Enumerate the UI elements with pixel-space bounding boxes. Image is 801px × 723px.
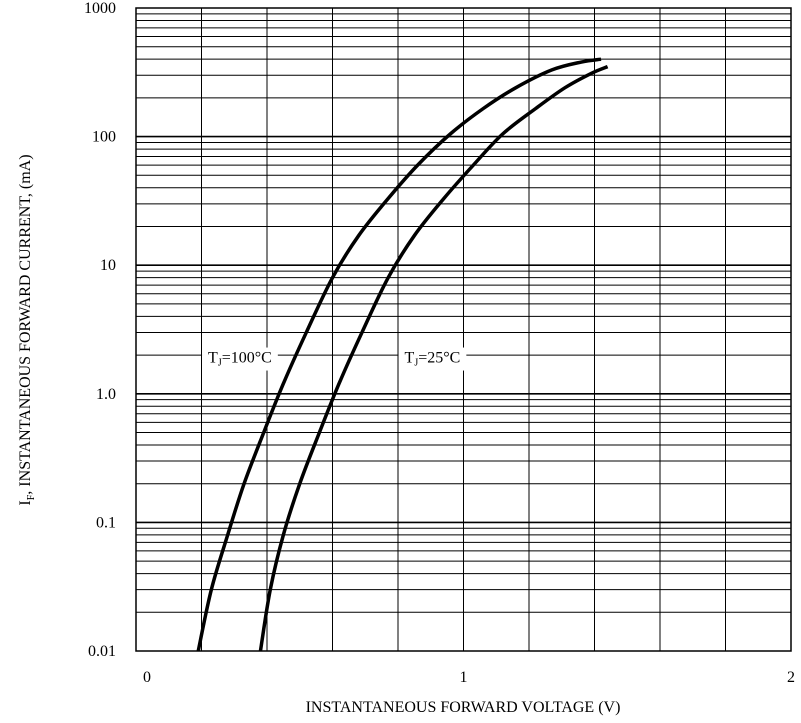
y-tick-label: 1000 <box>84 0 116 17</box>
annotation-background <box>398 347 467 371</box>
series-annotation-0: TJ=100°C <box>202 347 278 371</box>
series-line-1 <box>258 65 609 652</box>
series-annotation-1: TJ=25°C <box>398 347 467 371</box>
annotation-label: =25°C <box>418 350 460 367</box>
y-tick-label: 10 <box>100 257 116 274</box>
x-axis-title: INSTANTANEOUS FORWARD VOLTAGE (V) <box>306 699 621 716</box>
y-axis-title-subscript: F <box>26 494 37 500</box>
annotation-text: TJ=25°C <box>405 350 461 369</box>
annotation-symbol: T <box>405 350 415 367</box>
y-axis-title-text: , INSTANTANEOUS FORWARD CURRENT, (mA) <box>17 154 34 494</box>
series-layer <box>196 57 609 652</box>
grid <box>136 8 791 651</box>
y-tick-label: 100 <box>92 129 116 146</box>
plot-frame <box>135 7 792 652</box>
x-tick-label: 2 <box>787 669 795 686</box>
annotation-label: =100°C <box>222 350 272 367</box>
annotation-subscript: J <box>414 358 418 369</box>
annotation-subscript: J <box>218 358 222 369</box>
annotation-layer: TJ=100°C TJ=25°C <box>202 347 467 371</box>
y-tick-labels: 0.01 0.1 1.0 10 100 1000 <box>84 0 116 660</box>
x-tick-labels: 0 1 2 <box>143 669 795 686</box>
y-axis-title: IF, INSTANTANEOUS FORWARD CURRENT, (mA) <box>17 154 37 505</box>
x-tick-label: 1 <box>460 669 468 686</box>
annotation-text: TJ=100°C <box>208 350 272 369</box>
y-tick-label: 0.1 <box>96 514 116 531</box>
y-tick-label: 1.0 <box>96 386 116 403</box>
annotation-background <box>202 347 278 371</box>
y-tick-label: 0.01 <box>88 643 116 660</box>
y-axis-title-symbol: I <box>17 500 34 505</box>
annotation-symbol: T <box>208 350 218 367</box>
x-tick-label: 0 <box>143 669 151 686</box>
series-line-0 <box>196 57 602 652</box>
